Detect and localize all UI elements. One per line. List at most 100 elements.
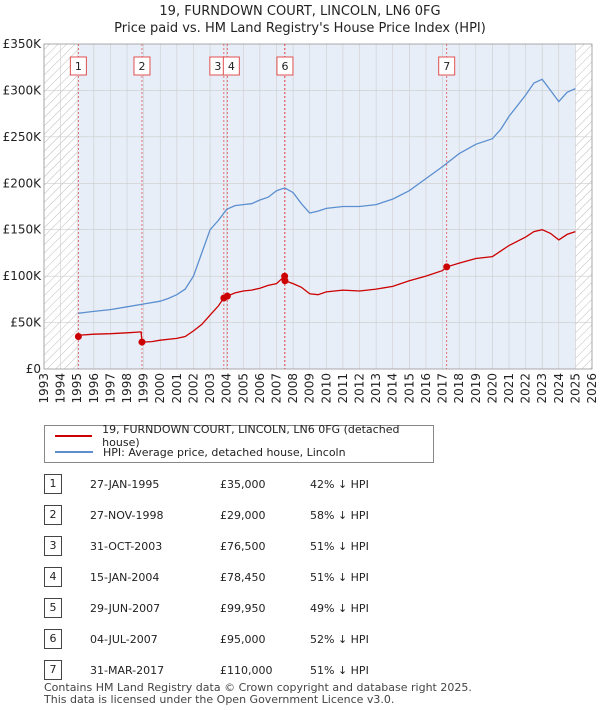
- row-hpi-diff: 42% ↓ HPI: [310, 478, 369, 491]
- sale-point-2: [138, 338, 146, 346]
- shaded-band: [78, 44, 576, 369]
- row-price: £95,000: [220, 633, 266, 646]
- x-tick-label: 1994: [54, 373, 68, 404]
- price-chart: £0 £50K £100K £150K £200K £250K £300K £350K 1993…: [3, 37, 599, 404]
- row-date: 27-NOV-1998: [90, 509, 164, 522]
- footer-licence: This data is licensed under the Open Gov…: [44, 693, 395, 706]
- x-tick-label: 2003: [203, 373, 217, 404]
- table-row: 4 15-JAN-2004 £78,450 51% ↓ HPI: [44, 567, 464, 589]
- y-tick-label: £50K: [10, 316, 42, 330]
- table-row: 6 04-JUL-2007 £95,000 52% ↓ HPI: [44, 629, 464, 651]
- sale-point-4: [223, 292, 231, 300]
- hatched-region-1: [575, 44, 592, 369]
- row-hpi-diff: 51% ↓ HPI: [310, 664, 369, 677]
- row-date: 27-JAN-1995: [90, 478, 160, 491]
- row-number-badge: 2: [44, 505, 62, 525]
- row-number-badge: 3: [44, 536, 62, 556]
- row-hpi-diff: 52% ↓ HPI: [310, 633, 369, 646]
- row-price: £29,000: [220, 509, 266, 522]
- x-tick-label: 2011: [336, 373, 350, 404]
- marker-box-label-4: 4: [228, 60, 235, 73]
- row-number-badge: 6: [44, 629, 62, 649]
- x-tick-label: 2020: [485, 373, 499, 404]
- table-row: 3 31-OCT-2003 £76,500 51% ↓ HPI: [44, 536, 464, 558]
- x-tick-label: 2008: [286, 373, 300, 404]
- x-tick-label: 2018: [452, 373, 466, 404]
- row-date: 29-JUN-2007: [90, 602, 161, 615]
- property-price-line: [78, 229, 576, 343]
- marker-box-1: [69, 56, 87, 76]
- x-tick-label: 2009: [303, 373, 317, 404]
- legend: 19, FURNDOWN COURT, LINCOLN, LN6 0FG (de…: [44, 423, 434, 463]
- marker-box-label-1: 1: [75, 60, 82, 73]
- marker-box-label-3: 3: [214, 60, 221, 73]
- marker-box-6: [276, 56, 294, 76]
- marker-box-4: [222, 56, 240, 76]
- x-tick-label: 2014: [386, 373, 400, 404]
- row-price: £78,450: [220, 571, 266, 584]
- legend-swatch-hpi: [55, 451, 93, 453]
- row-price: £76,500: [220, 540, 266, 553]
- row-hpi-diff: 51% ↓ HPI: [310, 571, 369, 584]
- x-tick-label: 2025: [568, 373, 582, 404]
- x-tick-label: 2023: [535, 373, 549, 404]
- row-date: 15-JAN-2004: [90, 571, 160, 584]
- row-number-badge: 1: [44, 474, 62, 494]
- x-tick-label: 2002: [186, 373, 200, 404]
- marker-box-7: [438, 56, 456, 76]
- marker-box-2: [133, 56, 151, 76]
- hatched-region-0: [44, 44, 79, 369]
- x-tick-label: 2006: [253, 373, 267, 404]
- plot-frame: [43, 43, 593, 370]
- legend-item-hpi: HPI: Average price, detached house, Linc…: [55, 444, 346, 460]
- x-tick-label: 2001: [170, 373, 184, 404]
- row-price: £110,000: [220, 664, 273, 677]
- x-tick-label: 2016: [419, 373, 433, 404]
- marker-box-label-6: 6: [281, 60, 288, 73]
- y-tick-label: £0: [26, 362, 41, 376]
- row-date: 04-JUL-2007: [90, 633, 158, 646]
- x-tick-label: 2022: [519, 373, 533, 404]
- marker-box-label-7: 7: [443, 60, 450, 73]
- x-tick-label: 2007: [269, 373, 283, 404]
- row-date: 31-MAR-2017: [90, 664, 165, 677]
- y-tick-label: £100K: [3, 269, 43, 283]
- legend-label-property: 19, FURNDOWN COURT, LINCOLN, LN6 0FG (de…: [102, 423, 400, 449]
- row-hpi-diff: 58% ↓ HPI: [310, 509, 369, 522]
- x-tick-label: 1995: [70, 373, 84, 404]
- row-price: £99,950: [220, 602, 266, 615]
- y-tick-label: £150K: [3, 223, 43, 237]
- legend-label-hpi: HPI: Average price, detached house, Linc…: [103, 445, 346, 459]
- marker-box-label-2: 2: [138, 60, 145, 73]
- chart-subtitle: Price paid vs. HM Land Registry's House …: [114, 21, 486, 36]
- y-tick-label: £200K: [3, 176, 43, 190]
- table-row: 1 27-JAN-1995 £35,000 42% ↓ HPI: [44, 474, 464, 496]
- x-tick-label: 1999: [137, 373, 151, 404]
- x-tick-label: 1997: [103, 373, 117, 404]
- x-tick-label: 2021: [502, 373, 516, 404]
- legend-swatch-property: [55, 435, 93, 437]
- footer-copyright: Contains HM Land Registry data © Crown c…: [44, 681, 472, 694]
- sale-point-1: [74, 333, 82, 340]
- row-hpi-diff: 49% ↓ HPI: [310, 602, 369, 615]
- row-date: 31-OCT-2003: [90, 540, 163, 553]
- x-tick-label: 2015: [402, 373, 416, 404]
- row-number-badge: 7: [44, 660, 62, 680]
- chart-title: 19, FURNDOWN COURT, LINCOLN, LN6 0FG: [159, 4, 441, 19]
- row-hpi-diff: 51% ↓ HPI: [310, 540, 369, 553]
- x-tick-label: 1998: [120, 373, 134, 404]
- row-number-badge: 4: [44, 567, 62, 587]
- sale-point-6: [281, 277, 289, 285]
- table-row: 2 27-NOV-1998 £29,000 58% ↓ HPI: [44, 505, 464, 527]
- x-tick-label: 1993: [37, 373, 51, 404]
- x-tick-label: 2010: [319, 373, 333, 404]
- x-tick-label: 2017: [436, 373, 450, 404]
- sale-point-7: [443, 263, 451, 271]
- row-price: £35,000: [220, 478, 266, 491]
- x-tick-label: 1996: [87, 373, 101, 404]
- row-number-badge: 5: [44, 598, 62, 618]
- y-tick-label: £350K: [3, 37, 43, 51]
- x-tick-label: 2026: [585, 373, 599, 404]
- table-row: 5 29-JUN-2007 £99,950 49% ↓ HPI: [44, 598, 464, 620]
- x-tick-label: 2019: [469, 373, 483, 404]
